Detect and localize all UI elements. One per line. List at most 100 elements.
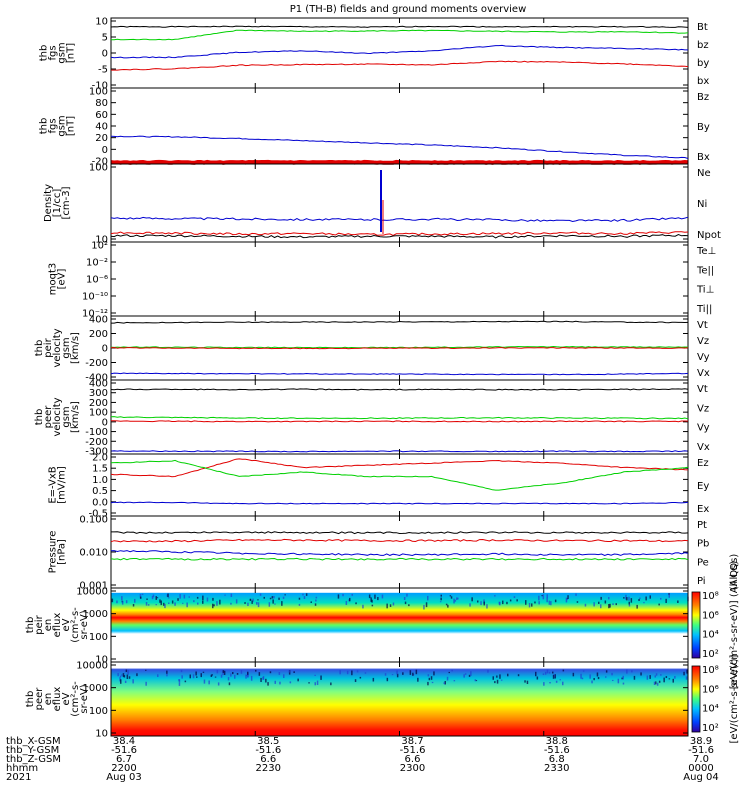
legend-label: bx xyxy=(697,76,709,87)
spectrogram-speckle xyxy=(216,670,219,674)
footer-axis-labels: thb_X-GSMthb_Y-GSMthb_Z-GSMhhmm202138.4-… xyxy=(6,736,719,783)
spectrogram-speckle xyxy=(156,597,159,599)
legend-label: Ne xyxy=(697,168,711,179)
y-axis-label: (cm²-s- xyxy=(70,607,81,643)
spectrogram-speckle xyxy=(125,600,128,604)
colorbar-tick-label: 10⁶ xyxy=(702,684,719,695)
spectrogram-speckle xyxy=(656,682,659,686)
spectrogram-speckle xyxy=(213,604,215,607)
spectrogram-speckle xyxy=(195,671,197,676)
spectrogram-speckle xyxy=(139,594,142,599)
spectrogram-speckle xyxy=(314,682,316,686)
spectrogram-speckle xyxy=(531,603,533,607)
spectrogram-speckle xyxy=(453,598,455,604)
spectrogram-speckle xyxy=(646,675,649,680)
spectrogram-speckle xyxy=(552,671,554,674)
spectrogram-speckle xyxy=(293,671,295,673)
spectrogram-speckle xyxy=(649,595,651,599)
y-axis-label: thb xyxy=(39,45,50,62)
spectrogram-speckle xyxy=(298,597,301,600)
y-axis-label: en xyxy=(43,619,54,632)
legend-label: Ti⊥ xyxy=(696,285,714,296)
footer-value: 38.7 xyxy=(401,736,423,747)
y-tick-label: 60 xyxy=(95,110,108,121)
y-axis-label: (cm²-s- xyxy=(70,681,81,717)
spectrogram-speckle xyxy=(430,676,433,680)
spectrogram-speckle xyxy=(345,600,348,605)
spectrogram-speckle xyxy=(136,673,138,677)
spectrogram-speckle xyxy=(448,671,450,674)
spectrogram-speckle xyxy=(355,602,357,605)
y-tick-label: 0 xyxy=(102,344,108,355)
spectrogram-speckle xyxy=(257,599,259,601)
spectrogram-speckle xyxy=(427,595,429,601)
spectrogram-speckle xyxy=(222,670,225,673)
y-axis-label: peer xyxy=(34,687,45,711)
y-tick-label: 1000 xyxy=(83,683,108,694)
spectrogram-speckle xyxy=(262,676,265,680)
spectrogram-speckle xyxy=(263,596,265,599)
spectrogram-speckle xyxy=(548,671,551,674)
spectrogram-speckle xyxy=(596,672,599,677)
y-axis-label: [km/s] xyxy=(70,401,81,433)
spectrogram-speckle xyxy=(289,681,292,684)
spectrogram-speckle xyxy=(124,680,127,683)
spectrogram-speckle xyxy=(374,594,376,599)
spectrogram-speckle xyxy=(392,602,395,606)
y-tick-label: -200 xyxy=(85,437,108,448)
spectrogram-speckle xyxy=(272,599,274,604)
spectrogram-speckle xyxy=(593,602,595,607)
spectrogram-speckle xyxy=(494,681,496,684)
spectrogram-speckle xyxy=(258,672,261,676)
spectrogram-speckle xyxy=(164,603,166,609)
y-axis-label: gsm xyxy=(61,406,72,427)
spectrogram-speckle xyxy=(552,674,555,679)
spectrogram-speckle xyxy=(412,672,414,676)
y-tick-label: 100 xyxy=(89,706,108,717)
spectrogram-speckle xyxy=(260,677,262,682)
spectrogram-speckle xyxy=(212,603,214,609)
spectrogram-speckle xyxy=(330,682,332,686)
spectrogram-speckle xyxy=(339,670,341,675)
spectrogram-speckle xyxy=(200,673,202,678)
spectrogram-speckle xyxy=(471,597,473,602)
spectrogram-speckle xyxy=(640,672,642,676)
spectrogram-speckle xyxy=(541,595,543,597)
spectrogram-speckle xyxy=(655,681,657,685)
spectrogram-speckle xyxy=(492,676,494,680)
spectrogram-speckle xyxy=(371,599,373,603)
footer-value: 38.4 xyxy=(113,736,135,747)
y-axis-label: gsm xyxy=(57,42,68,63)
colorbar-tick-label: 10⁴ xyxy=(702,704,719,715)
spectrogram-speckle xyxy=(178,679,180,682)
spectrogram-speckle xyxy=(230,602,232,605)
y-axis-label: [nT] xyxy=(66,116,77,136)
y-axis-label: eV xyxy=(61,692,72,705)
spectrogram-speckle xyxy=(526,680,529,684)
spectrogram-speckle xyxy=(553,674,556,678)
panels-group: 1050-5-10thbfgsgsm[nT]Btbzbybx1008060402… xyxy=(25,17,740,744)
panel-frame xyxy=(110,17,689,89)
spectrogram-speckle xyxy=(305,593,308,596)
series-line-Pe xyxy=(110,557,689,561)
spectrogram-speckle xyxy=(593,678,595,681)
spectrogram-speckle xyxy=(554,599,557,603)
spectrogram-speckle xyxy=(179,594,181,599)
legend-label: Bt xyxy=(697,22,708,33)
y-tick-label: 0.100 xyxy=(79,515,108,526)
spectrogram-speckle xyxy=(597,677,600,680)
legend-label: Pe xyxy=(697,557,709,568)
spectrogram-speckle xyxy=(605,670,608,673)
spectrogram-speckle xyxy=(456,597,458,600)
spectrogram-speckle xyxy=(160,600,162,606)
spectrogram-speckle xyxy=(181,675,183,679)
spectrogram-speckle xyxy=(581,677,584,680)
spectrogram-speckle xyxy=(542,594,545,600)
spectrogram-speckle xyxy=(404,601,407,605)
y-axis-label: velocity xyxy=(52,328,63,367)
y-axis-label: velocity xyxy=(52,397,63,436)
panel-frame xyxy=(110,163,689,243)
spectrogram-speckle xyxy=(535,671,537,677)
spectrogram-speckle xyxy=(653,681,656,685)
